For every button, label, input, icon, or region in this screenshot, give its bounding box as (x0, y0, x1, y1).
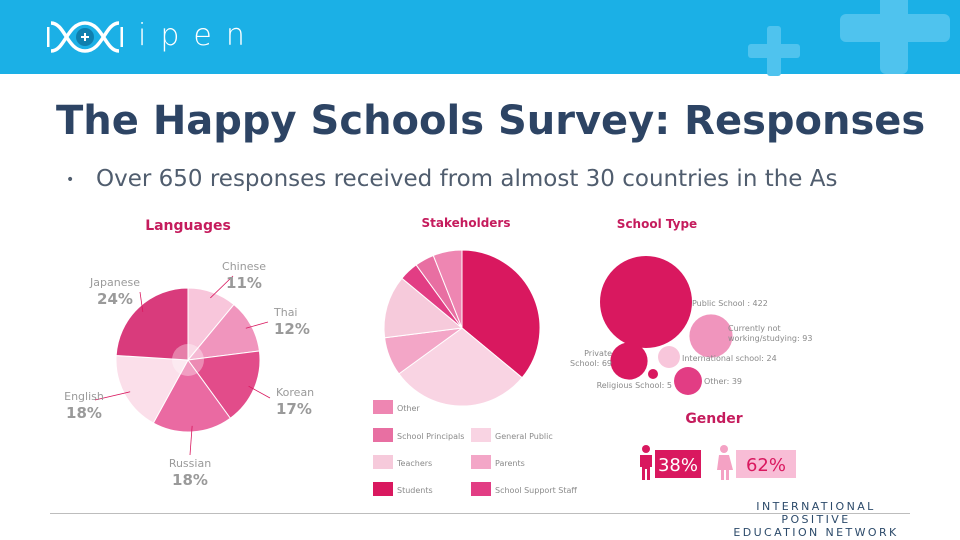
school-type-bubble-public-school (600, 256, 692, 348)
stakeholders-legend-swatch-parents (471, 455, 491, 469)
stakeholders-legend-swatch-general-public (471, 428, 491, 442)
languages-value-thai: 12% (274, 320, 310, 338)
ipen-logo-icon (47, 21, 123, 53)
school-type-bubble-religious-school (647, 368, 659, 380)
languages-value-chinese: 11% (226, 274, 262, 292)
school-type-bubble-international-school (658, 346, 680, 368)
page-title: The Happy Schools Survey: Responses (56, 98, 926, 144)
languages-leader-line (189, 425, 193, 456)
stakeholders-title: Stakeholders (422, 216, 511, 230)
school-type-bubble-other (674, 367, 702, 395)
languages-value-russian: 18% (172, 471, 208, 489)
school-type-label-currently-not-working-studying: Currently not working/studying: 93 (728, 324, 812, 343)
stakeholders-legend-swatch-school-support-staff (471, 482, 491, 496)
school-type-label-religious-school: Religious School: 5 (597, 381, 672, 390)
bullet-dot: • (66, 171, 75, 188)
stakeholders-legend-label-general-public: General Public (495, 432, 553, 441)
stakeholders-legend-label-other: Other (397, 404, 420, 413)
languages-leader-line (248, 385, 271, 399)
gender-chart: 38% 62% (640, 445, 796, 480)
footer-line-2: EDUCATION NETWORK (733, 526, 899, 539)
languages-leader-line (210, 275, 234, 299)
languages-label-japanese: Japanese (89, 276, 140, 289)
logo-text: ipen (138, 18, 259, 53)
languages-label-russian: Russian (169, 457, 211, 470)
languages-label-english: English (64, 390, 104, 403)
stakeholders-legend-swatch-other (373, 400, 393, 414)
male-icon (640, 445, 652, 480)
languages-leader-line (139, 291, 144, 312)
stakeholders-legend-swatch-school-principals (373, 428, 393, 442)
languages-value-korean: 17% (276, 400, 312, 418)
gender-title: Gender (685, 411, 742, 427)
male-value: 38% (658, 455, 698, 476)
stakeholders-slice-teachers (383, 277, 464, 339)
bullet-text: Over 650 responses received from almost … (96, 166, 838, 192)
header-banner: ipen (0, 0, 960, 76)
school-type-bubble-currently-not-working-studying (689, 314, 733, 358)
languages-label-chinese: Chinese (222, 260, 266, 273)
stakeholders-legend-label-school-support-staff: School Support Staff (495, 486, 577, 495)
languages-pie-hub (172, 344, 204, 376)
languages-labels: Chinese11%Thai12%Korean17%Russian18%Engl… (64, 260, 314, 489)
school-type-title: School Type (617, 217, 697, 231)
languages-title: Languages (145, 218, 231, 234)
languages-slice-japanese (115, 287, 189, 361)
languages-value-japanese: 24% (97, 290, 133, 308)
stakeholders-slice-other (432, 249, 463, 329)
stakeholders-legend: Other School Principals Teachers Students Ge… (373, 400, 577, 496)
languages-slice-russian (152, 359, 232, 433)
stakeholders-legend-label-school-principals: School Principals (397, 432, 464, 441)
stakeholders-legend-label-parents: Parents (495, 459, 525, 468)
female-icon (717, 445, 733, 480)
stakeholders-legend-label-teachers: Teachers (396, 459, 432, 468)
stakeholders-pie (383, 249, 541, 407)
languages-slice-korean (187, 350, 261, 419)
school-type-label-private-school: Private School: 69 (570, 349, 612, 368)
footer-divider (50, 513, 910, 514)
plus-icon (748, 26, 800, 76)
languages-slice-english (115, 354, 189, 424)
school-type-bubbles: Public School : 422 Currently not working/… (570, 256, 812, 395)
school-type-label-international-school: International school: 24 (682, 354, 777, 363)
languages-leader-line (245, 321, 269, 329)
footer-organization: INTERNATIONAL POSITIVE EDUCATION NETWORK (722, 500, 910, 539)
languages-value-english: 18% (66, 404, 102, 422)
male-value-box (655, 450, 701, 478)
large-plus-icon (840, 0, 950, 74)
stakeholders-slice-students (461, 249, 541, 379)
female-value-box (736, 450, 796, 478)
footer-line-1: INTERNATIONAL POSITIVE (756, 500, 876, 526)
stakeholders-legend-label-students: Students (397, 486, 433, 495)
stakeholders-slice-general-public (398, 327, 523, 407)
languages-leader-line (94, 391, 131, 401)
languages-label-korean: Korean (276, 386, 314, 399)
female-value: 62% (746, 455, 786, 476)
bullet-text-row: • Over 650 responses received from almost… (66, 166, 960, 192)
school-type-label-public-school: Public School : 422 (692, 299, 768, 308)
school-type-label-other: Other: 39 (704, 377, 742, 386)
stakeholders-legend-swatch-students (373, 482, 393, 496)
school-type-bubble-private-school (610, 342, 648, 380)
stakeholders-legend-swatch-teachers (373, 455, 393, 469)
languages-label-thai: Thai (273, 306, 298, 319)
languages-pie (115, 287, 261, 433)
